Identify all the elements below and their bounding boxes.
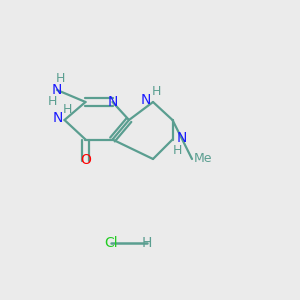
Text: H: H	[55, 72, 65, 85]
Text: H: H	[63, 103, 72, 116]
Text: O: O	[80, 154, 91, 167]
Text: Me: Me	[194, 152, 212, 166]
Text: Cl: Cl	[104, 236, 118, 250]
Text: H: H	[142, 236, 152, 250]
Text: N: N	[107, 95, 118, 109]
Text: H: H	[48, 95, 57, 108]
Text: N: N	[177, 131, 188, 145]
Text: N: N	[52, 112, 63, 125]
Text: N: N	[52, 83, 62, 97]
Text: H: H	[172, 143, 182, 157]
Text: N: N	[141, 94, 152, 107]
Text: H: H	[151, 85, 161, 98]
